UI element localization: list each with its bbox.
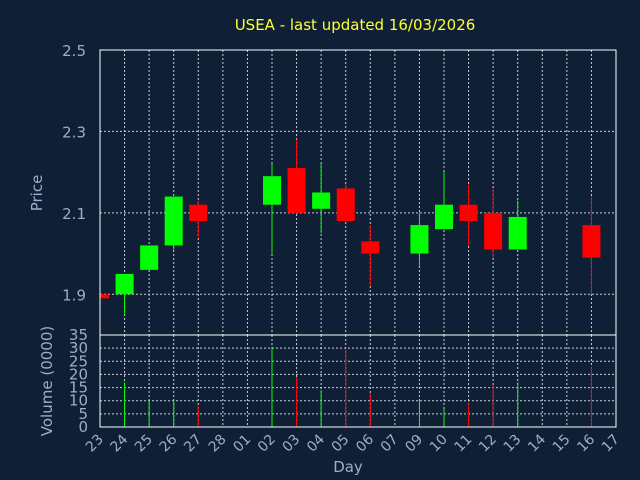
- candle-body: [484, 212, 503, 250]
- candle-body: [582, 225, 601, 258]
- candle-body: [164, 196, 183, 246]
- price-y-tick-label: 1.9: [62, 286, 86, 304]
- price-axis-label: Price: [28, 175, 46, 212]
- candle: [312, 164, 331, 234]
- candle: [410, 212, 429, 266]
- candle-body: [361, 241, 380, 254]
- candle: [115, 273, 134, 315]
- volume-y-tick-label: 15: [69, 379, 88, 397]
- candle-body: [508, 216, 527, 250]
- volume-y-tick-label: 5: [78, 405, 88, 423]
- volume-y-tick-label: 10: [69, 392, 88, 410]
- price-y-tick-label: 2.5: [62, 42, 86, 60]
- candle-body: [263, 176, 281, 205]
- candle: [508, 200, 527, 250]
- chart-title: USEA - last updated 16/03/2026: [235, 16, 476, 34]
- candle: [140, 245, 159, 270]
- candle-body: [287, 168, 306, 213]
- x-axis-label: Day: [333, 458, 363, 476]
- volume-y-tick-label: 35: [69, 326, 88, 344]
- volume-y-tick-label: 30: [69, 339, 88, 357]
- price-y-tick-label: 2.1: [62, 205, 86, 223]
- candle: [263, 164, 281, 254]
- candle: [99, 294, 109, 299]
- candle: [287, 139, 306, 213]
- candle-body: [189, 204, 208, 221]
- candle: [459, 184, 478, 246]
- candle-body: [410, 225, 429, 254]
- candle: [164, 196, 183, 250]
- price-y-tick-label: 2.3: [62, 123, 86, 141]
- volume-y-tick-label: 0: [78, 418, 88, 436]
- volume-panel-frame: [99, 334, 617, 428]
- volume-y-tick-label: 25: [69, 352, 88, 370]
- candle: [361, 225, 380, 287]
- candle: [336, 184, 355, 221]
- price-y-tick-labels: 1.9 2.1 2.3 2.5: [62, 42, 86, 304]
- price-candles: [99, 139, 601, 315]
- candle: [484, 188, 503, 258]
- volume-bars: [124, 348, 592, 427]
- volume-y-tick-label: 20: [69, 365, 88, 383]
- candle-body: [140, 245, 159, 270]
- candle-body: [312, 192, 331, 209]
- candle-body: [459, 204, 478, 221]
- candle: [189, 200, 208, 238]
- candle-body: [435, 204, 453, 230]
- candle: [435, 172, 453, 230]
- candle-body: [336, 188, 355, 221]
- candle-body: [100, 294, 109, 299]
- candle-body: [115, 273, 134, 295]
- candle: [582, 196, 601, 295]
- volume-axis-label: Volume (0000): [38, 326, 56, 436]
